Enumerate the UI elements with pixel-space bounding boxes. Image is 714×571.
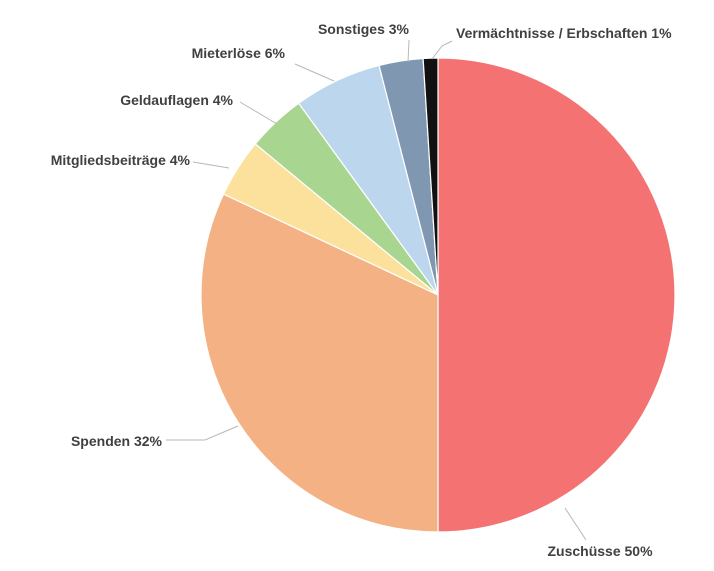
pie-slices: [200, 57, 676, 533]
slice-label-3: Geldauflagen 4%: [120, 92, 233, 108]
slice-label-4: Mieterlöse 6%: [192, 45, 286, 61]
slice-label-2: Mitgliedsbeiträge 4%: [51, 152, 191, 168]
leader-line-1: [166, 425, 239, 441]
leader-lines: [166, 39, 587, 541]
slice-label-6: Vermächtnisse / Erbschaften 1%: [456, 25, 672, 41]
leader-line-6: [431, 40, 453, 60]
pie-slice-1: [200, 193, 439, 533]
slice-label-1: Spenden 32%: [71, 433, 163, 449]
slice-label-5: Sonstiges 3%: [318, 21, 410, 37]
pie-slice-0: [437, 57, 676, 533]
pie-slice-6: [422, 57, 439, 296]
leader-line-0: [564, 507, 587, 541]
leader-line-2: [192, 161, 230, 169]
leader-line-5: [407, 39, 410, 63]
slice-labels: Zuschüsse 50% Spenden 32% Mitgliedsbeiträg…: [51, 21, 672, 559]
slice-label-0: Zuschüsse 50%: [547, 543, 653, 559]
leader-line-3: [239, 101, 278, 125]
leader-line-4: [294, 63, 335, 82]
